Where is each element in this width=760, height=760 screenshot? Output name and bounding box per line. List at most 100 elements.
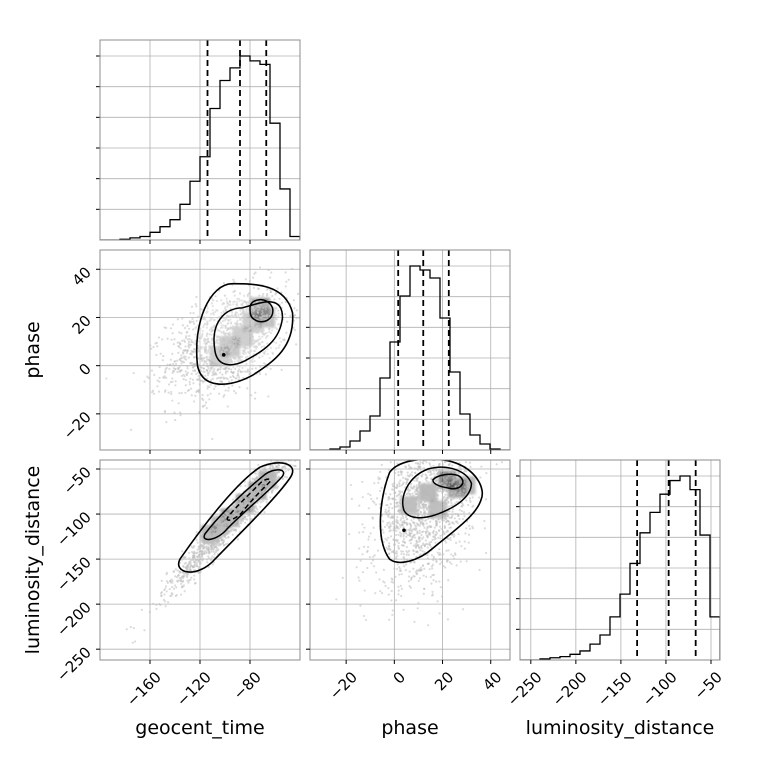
sample-point (410, 532, 413, 535)
sample-point (217, 315, 221, 319)
sample-point (197, 315, 200, 318)
sample-point (386, 521, 389, 525)
sample-point (444, 435, 446, 437)
sample-point (240, 338, 244, 341)
sample-point (206, 561, 209, 564)
sample-point (414, 443, 416, 445)
sample-point (174, 380, 177, 383)
sample-point (212, 373, 216, 376)
sample-point (226, 302, 229, 305)
sample-point (416, 456, 418, 458)
sample-point (257, 330, 260, 333)
sample-point (269, 478, 272, 481)
sample-point (259, 471, 262, 474)
sample-point (408, 467, 411, 470)
sample-point (261, 309, 264, 312)
sample-point (452, 495, 455, 498)
sample-point (239, 359, 243, 362)
sample-point (398, 523, 402, 526)
sample-point (445, 505, 449, 509)
sample-point (193, 400, 196, 403)
hist-geocent_time-steps (100, 55, 300, 240)
sample-point (449, 538, 452, 542)
sample-point (419, 405, 421, 407)
sample-point (397, 544, 400, 548)
sample-point (484, 551, 488, 555)
sample-point (270, 329, 274, 332)
sample-point (397, 509, 400, 512)
sample-point (439, 415, 441, 417)
sample-point (453, 534, 456, 537)
sample-point (405, 535, 408, 538)
sample-point (195, 563, 198, 566)
sample-point (195, 561, 198, 564)
sample-point (445, 530, 448, 534)
sample-point (393, 501, 396, 504)
sample-point (194, 327, 197, 330)
sample-point (259, 365, 262, 368)
sample-point (176, 370, 179, 374)
sample-point (311, 428, 313, 430)
sample-point (438, 483, 441, 486)
sample-point (348, 533, 351, 536)
sample-point (451, 410, 453, 412)
sample-point (175, 586, 178, 589)
sample-point (261, 332, 264, 335)
sample-point (402, 446, 404, 448)
sample-point (190, 305, 194, 308)
sample-point (212, 528, 215, 531)
sample-point (171, 371, 174, 375)
sample-point (410, 471, 414, 474)
sample-point (425, 530, 428, 533)
sample-point (186, 575, 189, 579)
sample-point (204, 318, 207, 321)
sample-point (399, 470, 402, 473)
sample-point (421, 514, 424, 517)
sample-point (418, 554, 421, 557)
sample-point (397, 533, 400, 536)
sample-point (426, 553, 429, 557)
sample-point (410, 496, 413, 499)
sample-point (440, 453, 442, 455)
sample-point (249, 317, 252, 320)
sample-point (406, 551, 409, 554)
sample-point (240, 303, 243, 306)
sample-point (207, 556, 211, 560)
sample-point (435, 456, 437, 458)
sample-point (277, 464, 281, 467)
sample-point (416, 532, 419, 535)
sample-point (186, 564, 190, 568)
sample-point (250, 295, 253, 298)
sample-point (460, 480, 463, 484)
sample-point (251, 328, 254, 331)
sample-point (251, 343, 254, 346)
sample-point (202, 398, 205, 402)
sample-point (445, 476, 448, 480)
sample-point (369, 493, 372, 497)
sample-point (414, 570, 418, 574)
sample-point (160, 579, 163, 582)
sample-point (234, 355, 238, 359)
sample-point (401, 415, 403, 417)
sample-point (390, 454, 392, 456)
sample-point (388, 542, 391, 545)
sample-point (202, 325, 205, 329)
sample-point (417, 602, 420, 605)
sample-point (414, 546, 418, 550)
sample-point (434, 541, 437, 544)
sample-point (417, 517, 420, 521)
sample-point (430, 508, 433, 511)
sample-point (181, 550, 184, 553)
sample-point (468, 461, 472, 464)
sample-point (451, 489, 454, 492)
sample-point (227, 536, 230, 539)
sample-point (432, 557, 435, 560)
sample-point (301, 439, 303, 441)
sample-point (246, 339, 249, 342)
sample-point (227, 386, 230, 389)
sample-point (414, 492, 417, 496)
sample-point (211, 337, 214, 340)
sample-point (257, 343, 260, 347)
sample-point (190, 545, 193, 548)
sample-point (448, 561, 452, 564)
